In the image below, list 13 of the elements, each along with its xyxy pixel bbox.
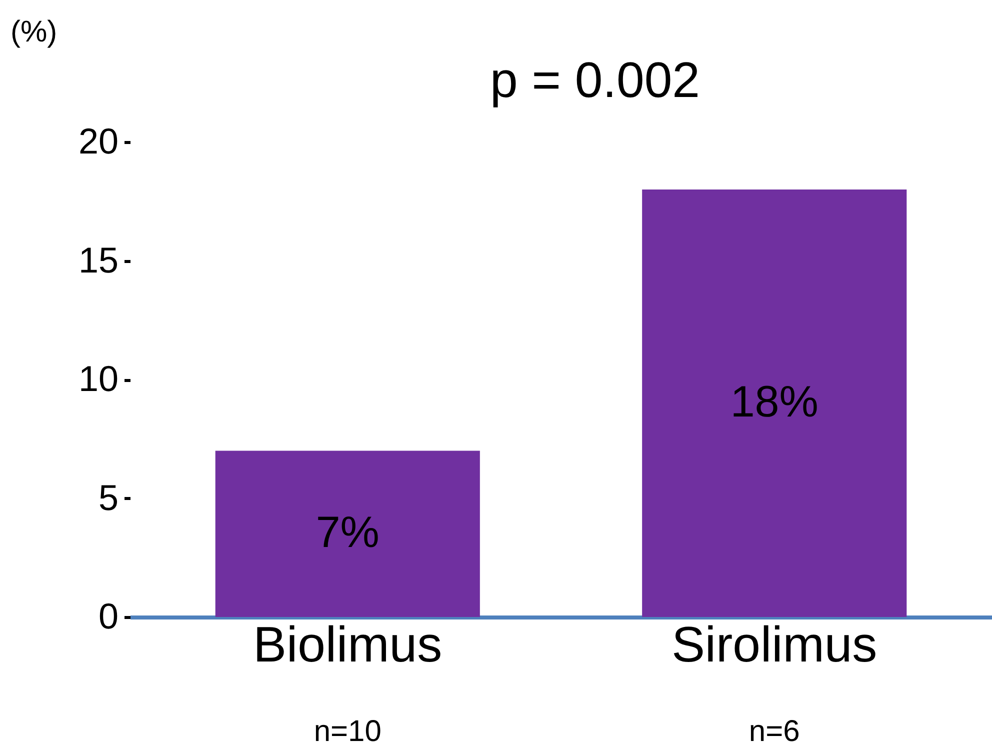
y-axis-title: (%): [10, 16, 58, 48]
data-label: 7%: [316, 508, 380, 557]
y-tick-label: 10: [78, 358, 118, 399]
text: n=6: [748, 715, 800, 742]
y-tick-label: 15: [78, 239, 118, 280]
data-label: 18%: [730, 377, 818, 426]
y-tick-label: 0: [98, 596, 118, 636]
y-tick-label: 20: [78, 120, 118, 162]
text: n=10: [314, 715, 382, 742]
x-tick-label: Biolimus: [253, 616, 442, 672]
text: p = 0.002: [490, 52, 700, 108]
x-tick-label: Sirolimus: [672, 616, 878, 672]
y-tick-label: 5: [98, 476, 118, 518]
